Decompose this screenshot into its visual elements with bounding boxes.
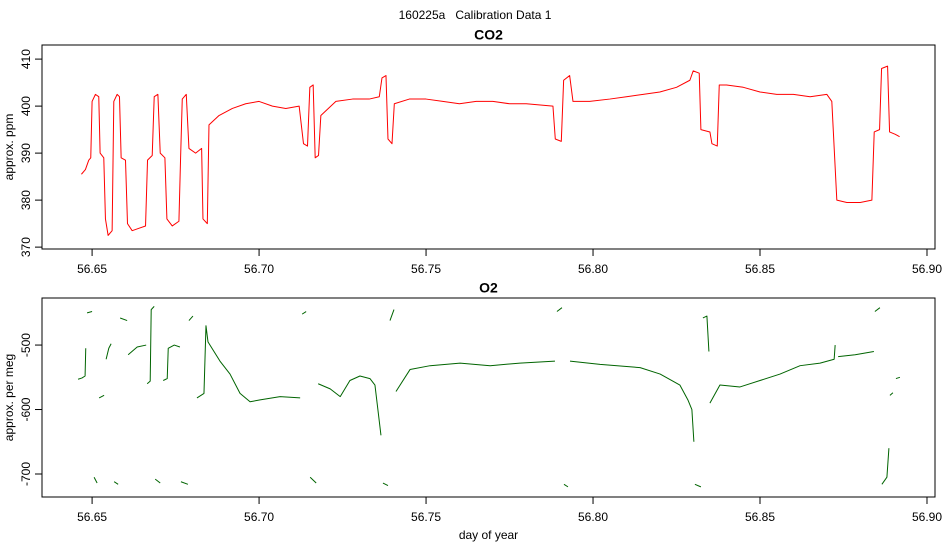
x-tick-label: 56.85 [745, 262, 775, 276]
panel-title: O2 [479, 280, 498, 296]
y-tick-label: 380 [19, 190, 33, 210]
x-tick-label: 56.90 [912, 510, 942, 524]
plot-box [41, 297, 936, 498]
y-tick-label: 390 [19, 143, 33, 163]
x-tick-label: 56.65 [77, 262, 107, 276]
data-line [77, 306, 901, 488]
x-tick-label: 56.70 [244, 510, 274, 524]
plot-box [41, 44, 936, 250]
x-tick-label: 56.70 [244, 262, 274, 276]
y-axis-label: approx. per meg [2, 354, 16, 441]
x-tick-label: 56.90 [912, 262, 942, 276]
x-axis-label: day of year [459, 528, 518, 542]
y-tick-label: 410 [19, 49, 33, 69]
x-tick-label: 56.75 [411, 262, 441, 276]
y-tick-label: -700 [19, 462, 33, 486]
data-line [81, 65, 900, 236]
x-tick-label: 56.75 [411, 510, 441, 524]
y-tick-label: -600 [19, 397, 33, 421]
x-tick-label: 56.80 [578, 262, 608, 276]
x-tick-label: 56.85 [745, 510, 775, 524]
x-tick-label: 56.65 [77, 510, 107, 524]
y-tick-label: 370 [19, 237, 33, 257]
y-tick-label: -500 [19, 333, 33, 357]
y-tick-label: 400 [19, 96, 33, 116]
y-axis-label: approx. ppm [2, 114, 16, 181]
panel-title: CO2 [474, 27, 503, 43]
page-title: 160225a Calibration Data 1 [399, 8, 552, 22]
x-tick-label: 56.80 [578, 510, 608, 524]
